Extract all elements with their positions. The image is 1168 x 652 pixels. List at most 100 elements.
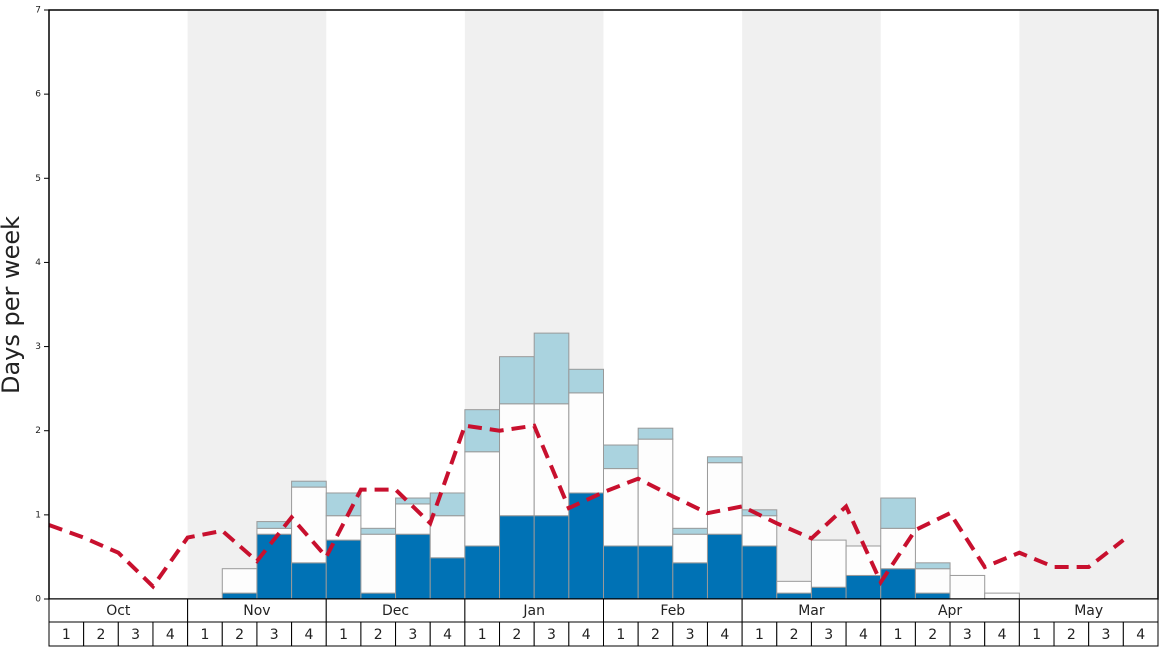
y-tick-label: 3 — [35, 342, 41, 352]
x-tick-label: 1 — [339, 627, 348, 643]
bar-segment — [221, 568, 258, 594]
bar-segment — [256, 533, 293, 600]
bar-segment — [914, 562, 951, 570]
week-cell — [360, 621, 397, 647]
y-tick-label: 6 — [35, 90, 41, 100]
week-cell — [1018, 621, 1055, 647]
x-tick-label: 3 — [963, 627, 972, 643]
bar-segment — [603, 444, 639, 470]
month-label: Feb — [660, 603, 685, 619]
bar-segment — [706, 533, 743, 600]
trend-line — [48, 423, 1125, 590]
bar-segment — [706, 462, 743, 535]
y-tick-label: 7 — [35, 6, 41, 16]
x-tick-label: 2 — [235, 627, 244, 643]
bar-segment — [533, 515, 570, 600]
y-tick-label: 5 — [35, 174, 41, 184]
bar-segment — [672, 562, 708, 600]
bar-segment — [568, 492, 604, 600]
month-band — [1019, 10, 1158, 599]
month-label: Nov — [243, 603, 270, 619]
week-cell — [187, 621, 223, 647]
week-cell — [325, 621, 362, 647]
x-tick-label: 1 — [62, 627, 71, 643]
bar-segment — [464, 451, 501, 547]
bar-segment — [360, 592, 397, 600]
week-cell — [603, 621, 639, 647]
x-tick-label: 4 — [998, 627, 1007, 643]
month-label: Dec — [382, 603, 409, 619]
y-axis-label: Days per week — [0, 216, 25, 394]
x-tick-label: 3 — [824, 627, 833, 643]
bar-segment — [637, 545, 674, 600]
week-cell — [395, 621, 431, 647]
bar-segment — [221, 592, 258, 600]
bar-segment — [984, 592, 1020, 600]
week-cell — [706, 621, 743, 647]
x-tick-label: 3 — [270, 627, 279, 643]
x-tick-label: 4 — [166, 627, 175, 643]
x-tick-label: 3 — [131, 627, 140, 643]
bar-segment — [325, 492, 362, 517]
bar-segment — [880, 527, 916, 570]
week-cell — [672, 621, 708, 647]
x-tick-label: 2 — [928, 627, 937, 643]
bar-segment — [880, 497, 916, 529]
bar-segment — [741, 545, 778, 600]
y-tick-label: 4 — [35, 258, 41, 268]
bar-segment — [360, 533, 397, 594]
bar-segment — [776, 592, 812, 600]
week-cell — [499, 621, 535, 647]
x-tick-label: 3 — [408, 627, 417, 643]
week-cell — [117, 621, 154, 647]
week-cell — [83, 621, 119, 647]
x-tick-label: 4 — [859, 627, 868, 643]
x-tick-label: 2 — [512, 627, 521, 643]
bar-segment — [499, 356, 535, 405]
bar-segment — [672, 527, 708, 535]
bar-segment — [291, 480, 327, 488]
bar-segment — [810, 539, 847, 588]
bar-segment — [603, 545, 639, 600]
week-cell — [256, 621, 293, 647]
week-cell — [1122, 621, 1159, 647]
week-cell — [291, 621, 327, 647]
x-tick-label: 3 — [547, 627, 556, 643]
x-tick-label: 1 — [1032, 627, 1041, 643]
month-label: Jan — [522, 603, 545, 619]
week-cell — [221, 621, 258, 647]
x-tick-label: 4 — [1136, 627, 1145, 643]
bar-segment — [845, 545, 882, 576]
x-tick-label: 4 — [582, 627, 591, 643]
bar-segment — [291, 562, 327, 600]
x-tick-label: 1 — [616, 627, 625, 643]
y-tick-label: 2 — [35, 426, 41, 436]
bar-segment — [672, 533, 708, 564]
bar-segment — [776, 580, 812, 594]
x-tick-label: 3 — [1102, 627, 1111, 643]
x-tick-label: 4 — [304, 627, 313, 643]
bar-segment — [914, 592, 951, 600]
x-tick-label: 4 — [443, 627, 452, 643]
bar-segment — [360, 527, 397, 535]
bar-segment — [637, 427, 674, 440]
week-cell — [1088, 621, 1124, 647]
week-cell — [429, 621, 466, 647]
bar-segment — [914, 568, 951, 594]
y-tick-label: 1 — [35, 510, 41, 520]
week-cell — [984, 621, 1020, 647]
x-tick-label: 1 — [755, 627, 764, 643]
x-tick-label: 2 — [1067, 627, 1076, 643]
bar-segment — [949, 574, 986, 600]
y-tick-label: 0 — [35, 595, 41, 605]
bar-segment — [810, 586, 847, 600]
week-cell — [914, 621, 951, 647]
bar-segment — [568, 368, 604, 394]
bar-segment — [395, 533, 431, 600]
x-tick-label: 2 — [97, 627, 106, 643]
bar-segment — [429, 515, 466, 559]
x-tick-label: 2 — [790, 627, 799, 643]
month-label: Apr — [938, 603, 962, 619]
bar-segment — [499, 403, 535, 517]
